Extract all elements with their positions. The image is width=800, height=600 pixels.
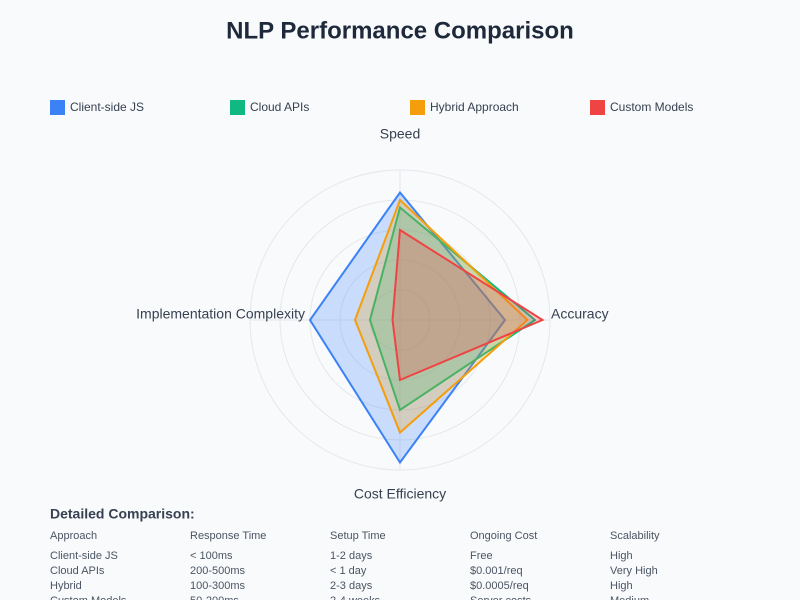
legend-swatch — [590, 100, 605, 115]
legend-swatch — [410, 100, 425, 115]
radar-area — [391, 228, 545, 382]
table-cell: Medium — [610, 595, 649, 600]
axis-label: Cost Efficiency — [354, 486, 446, 502]
table-header: Setup Time — [330, 530, 386, 542]
table-cell: $0.001/req — [470, 565, 523, 577]
table-cell: 200-500ms — [190, 565, 246, 577]
legend-swatch — [50, 100, 65, 115]
radar-area — [308, 190, 507, 465]
radar-area — [368, 205, 537, 412]
table-cell: 100-300ms — [190, 580, 246, 592]
axis-label: Speed — [380, 126, 420, 142]
legend-swatch — [230, 100, 245, 115]
table-header: Scalability — [610, 530, 660, 542]
table-cell: Server costs — [470, 595, 532, 600]
table-cell: Very High — [610, 565, 658, 577]
table-cell: 2-3 days — [330, 580, 373, 592]
table-header: Ongoing Cost — [470, 530, 537, 542]
table-cell: $0.0005/req — [470, 580, 529, 592]
table-cell: Custom Models — [50, 595, 127, 600]
table-cell: 1-2 days — [330, 550, 373, 562]
table-cell: High — [610, 550, 633, 562]
table-cell: High — [610, 580, 633, 592]
legend-label: Client-side JS — [70, 100, 144, 114]
table-header: Approach — [50, 530, 97, 542]
table-cell: 50-200ms — [190, 595, 239, 600]
table-cell: < 1 day — [330, 565, 367, 577]
legend-label: Hybrid Approach — [430, 100, 519, 114]
table-cell: Hybrid — [50, 580, 82, 592]
chart-title: NLP Performance Comparison — [226, 17, 574, 44]
axis-label: Implementation Complexity — [136, 306, 305, 322]
table-cell: Client-side JS — [50, 550, 118, 562]
table-title: Detailed Comparison: — [50, 506, 195, 522]
table-cell: Free — [470, 550, 493, 562]
table-header: Response Time — [190, 530, 266, 542]
legend-label: Custom Models — [610, 100, 693, 114]
table-cell: < 100ms — [190, 550, 233, 562]
table-cell: 2-4 weeks — [330, 595, 381, 600]
legend-label: Cloud APIs — [250, 100, 309, 114]
table-cell: Cloud APIs — [50, 565, 105, 577]
axis-label: Accuracy — [551, 306, 609, 322]
